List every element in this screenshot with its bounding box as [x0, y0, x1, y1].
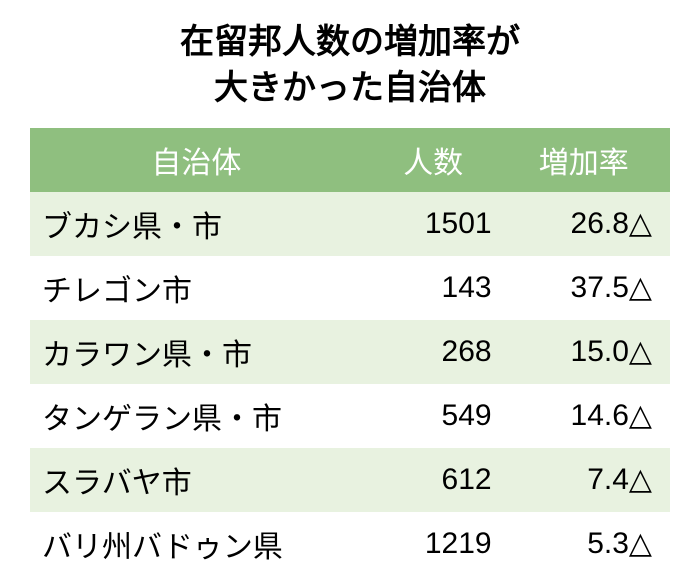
cell-rate: 7.4△ — [504, 448, 670, 512]
table-body: ブカシ県・市150126.8△チレゴン市14337.5△カラワン県・市26815… — [30, 192, 670, 576]
cell-rate: 15.0△ — [504, 320, 670, 384]
table-header-row: 自治体 人数 増加率 — [30, 128, 670, 192]
cell-name: チレゴン市 — [30, 256, 363, 320]
table-row: タンゲラン県・市54914.6△ — [30, 384, 670, 448]
col-header-rate: 増加率 — [504, 128, 670, 192]
table-row: スラバヤ市6127.4△ — [30, 448, 670, 512]
cell-rate: 14.6△ — [504, 384, 670, 448]
title-line-2: 大きかった自治体 — [214, 69, 486, 107]
col-header-count: 人数 — [363, 128, 504, 192]
cell-rate: 26.8△ — [504, 192, 670, 256]
cell-name: ブカシ県・市 — [30, 192, 363, 256]
cell-count: 1219 — [363, 512, 504, 576]
cell-rate: 37.5△ — [504, 256, 670, 320]
cell-count: 549 — [363, 384, 504, 448]
cell-count: 143 — [363, 256, 504, 320]
cell-name: スラバヤ市 — [30, 448, 363, 512]
cell-count: 612 — [363, 448, 504, 512]
cell-count: 268 — [363, 320, 504, 384]
data-table: 自治体 人数 増加率 ブカシ県・市150126.8△チレゴン市14337.5△カ… — [30, 128, 670, 576]
table-row: ブカシ県・市150126.8△ — [30, 192, 670, 256]
table-row: バリ州バドゥン県12195.3△ — [30, 512, 670, 576]
page-title: 在留邦人数の増加率が 大きかった自治体 — [30, 20, 670, 112]
col-header-name: 自治体 — [30, 128, 363, 192]
cell-name: タンゲラン県・市 — [30, 384, 363, 448]
table-row: カラワン県・市26815.0△ — [30, 320, 670, 384]
title-line-1: 在留邦人数の増加率が — [180, 23, 520, 61]
cell-name: カラワン県・市 — [30, 320, 363, 384]
cell-rate: 5.3△ — [504, 512, 670, 576]
cell-name: バリ州バドゥン県 — [30, 512, 363, 576]
cell-count: 1501 — [363, 192, 504, 256]
table-row: チレゴン市14337.5△ — [30, 256, 670, 320]
